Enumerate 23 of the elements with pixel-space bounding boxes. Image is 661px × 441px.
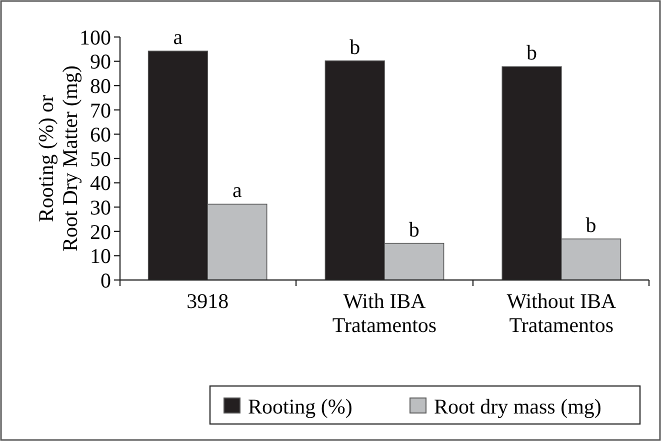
- y-tick-label: 70: [90, 98, 111, 122]
- y-tick-label: 10: [90, 244, 111, 268]
- x-tick-label: Without IBA Tratamentos: [506, 289, 617, 337]
- y-axis-title: Rooting (%) or Root Dry Matter (mg): [34, 65, 82, 252]
- legend-label: Rooting (%): [248, 394, 352, 418]
- x-tick-label: With IBA Tratamentos: [332, 289, 437, 337]
- data-label: a: [232, 178, 243, 202]
- y-tick-label: 90: [90, 50, 111, 74]
- x-tick-label: 3918: [186, 289, 229, 313]
- y-tick-label: 80: [90, 74, 111, 98]
- y-tick-label: 30: [90, 195, 111, 220]
- data-label: b: [350, 34, 360, 59]
- y-tick-label: 40: [90, 171, 111, 196]
- y-tick-label: 100: [80, 25, 111, 50]
- data-label: a: [173, 25, 184, 50]
- data-label: b: [408, 217, 420, 242]
- legend-label: Root dry mass (mg): [434, 394, 602, 418]
- y-tick-label: 50: [90, 146, 111, 171]
- data-label: b: [586, 212, 596, 237]
- y-tick-label: 60: [90, 122, 111, 147]
- y-tick-label: 0: [100, 268, 111, 292]
- y-tick-label: 20: [90, 220, 111, 244]
- data-label: b: [526, 40, 538, 65]
